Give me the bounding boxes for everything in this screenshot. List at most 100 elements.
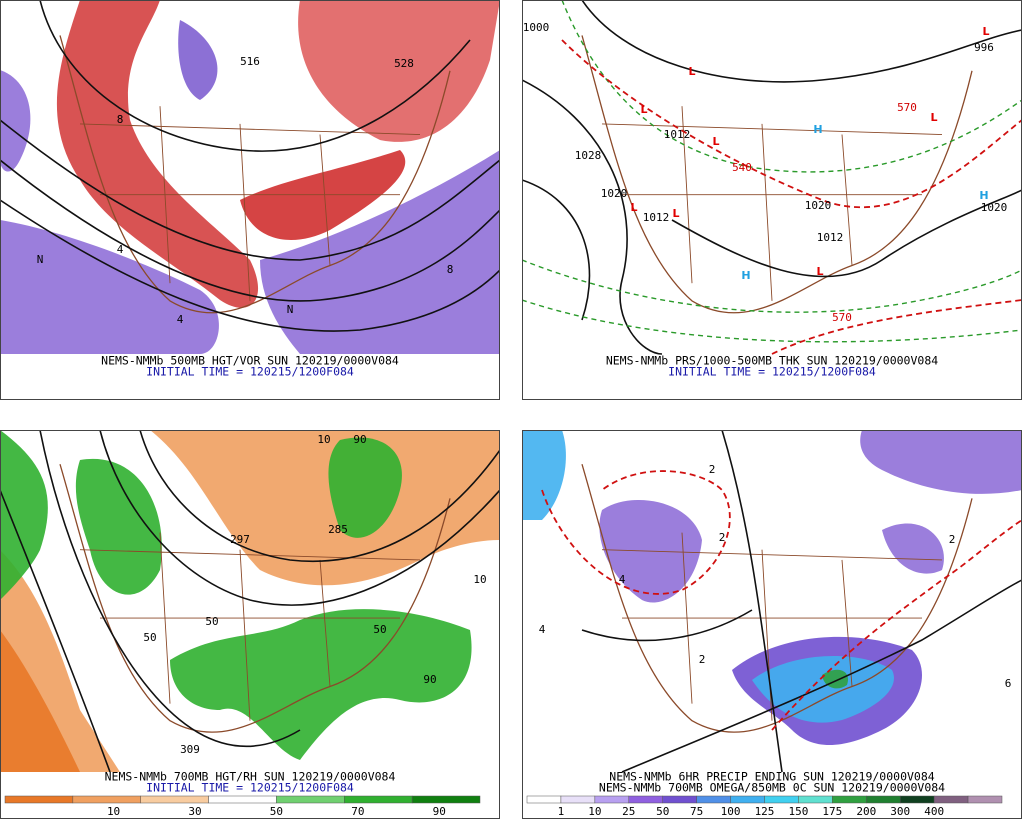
colorbar-swatch — [798, 795, 833, 804]
map-label: 1020 — [601, 187, 628, 200]
colorbar-swatch — [967, 795, 1003, 804]
colorbar-label: 200 — [856, 805, 876, 818]
shaded-field — [1, 631, 80, 772]
coastline — [59, 464, 451, 733]
map-label: 570 — [832, 311, 852, 324]
map-label: 516 — [240, 55, 260, 68]
contour — [139, 431, 499, 562]
contour — [721, 431, 783, 773]
colorbar-swatch — [4, 795, 74, 804]
shaded-field — [151, 431, 499, 586]
colorbar-swatch — [832, 795, 867, 804]
freezing-line — [771, 299, 1021, 355]
map-label: 6 — [1005, 677, 1012, 690]
contour — [1, 199, 499, 332]
colorbar-swatch — [526, 795, 562, 804]
shaded-field — [523, 431, 566, 520]
colorbar-swatch — [696, 795, 731, 804]
map-label: 10 — [317, 433, 330, 446]
colorbar-label: 150 — [788, 805, 808, 818]
caption: NEMS-NMMb 500MB HGT/VOR SUN 120219/0000V… — [101, 354, 399, 368]
colorbar-swatch — [72, 795, 141, 804]
freezing-line — [771, 519, 1021, 731]
map-label: 2 — [699, 653, 706, 666]
border-line — [79, 532, 421, 721]
map-label: N — [37, 253, 44, 266]
map-label: L — [672, 207, 679, 220]
contour — [523, 79, 663, 355]
shaded-field — [882, 523, 944, 574]
contour — [1, 119, 499, 261]
caption: NEMS-NMMb 700MB HGT/RH SUN 120219/0000V0… — [105, 770, 396, 784]
contour — [621, 579, 1021, 773]
map-area: 516 528 8 4 N N 8 4 — [1, 1, 499, 355]
colorbar-swatch — [594, 795, 630, 804]
map-label: 2 — [709, 463, 716, 476]
freezing-line — [541, 470, 731, 595]
map-label: 297 — [230, 533, 250, 546]
map-label: L — [712, 135, 719, 148]
colorbar-swatch — [276, 795, 345, 804]
colorbar-swatch — [730, 795, 765, 804]
colorbar-label: 25 — [622, 805, 635, 818]
map-label: 8 — [117, 113, 124, 126]
contour — [1, 490, 111, 773]
thickness-contour — [523, 259, 1021, 313]
caption: INITIAL TIME = 120215/1200F084 — [146, 365, 354, 379]
colorbar-swatch — [140, 795, 209, 804]
map-label: L — [816, 265, 823, 278]
border-line — [601, 532, 943, 721]
contour — [39, 1, 471, 152]
map-label: 996 — [974, 41, 994, 54]
map-label: 1000 — [523, 21, 550, 34]
colorbar-label: 90 — [433, 805, 446, 818]
colorbar-label: 1 — [558, 805, 565, 818]
map-label: 309 — [180, 743, 200, 756]
map-area: 90 10 50 297 285 309 50 90 10 50 — [1, 431, 499, 773]
map-label: L — [688, 65, 695, 78]
thickness-contour — [523, 299, 1021, 343]
map-label: H — [741, 269, 750, 282]
map-label: 528 — [394, 57, 414, 70]
colorbar-label: 10 — [107, 805, 120, 818]
map-panel: 90 10 50 297 285 309 50 90 10 50 NEMS-NMMb 700MB H… — [0, 430, 500, 819]
map-area: 2 2 4 2 4 2 6 — [523, 431, 1021, 773]
colorbar-swatch — [560, 795, 596, 804]
shaded-field — [328, 437, 402, 538]
shaded-field — [860, 431, 1021, 494]
colorbar-swatch — [933, 795, 969, 804]
colorbar-swatch — [866, 795, 901, 804]
contour — [671, 189, 1021, 278]
map-label: L — [982, 25, 989, 38]
map-label: 8 — [447, 263, 454, 276]
map-label: L — [640, 103, 647, 116]
shaded-field — [298, 1, 499, 142]
colorbar-swatch — [411, 795, 481, 804]
colorbar-label: 50 — [656, 805, 669, 818]
shaded-field — [1, 70, 31, 172]
map-label: H — [813, 123, 822, 136]
colorbar-label: 175 — [822, 805, 842, 818]
map-label: 2 — [719, 531, 726, 544]
contour — [99, 431, 499, 606]
map-label: L — [630, 201, 637, 214]
colorbar-label: 100 — [721, 805, 741, 818]
coastline — [59, 35, 451, 314]
map-label: 10 — [473, 573, 486, 586]
map-label: 90 — [353, 433, 366, 446]
map-panel: 516 528 8 4 N N 8 4 NEMS-NMMb 500MB HGT/VOR SUN … — [0, 0, 500, 400]
contour — [39, 431, 301, 748]
colorbar-label: 300 — [890, 805, 910, 818]
map-label: 1012 — [664, 128, 691, 141]
map-label: L — [930, 111, 937, 124]
map-label: H — [979, 189, 988, 202]
map-label: 540 — [732, 161, 752, 174]
colorbar-label: 10 — [588, 805, 601, 818]
colorbar-swatch — [344, 795, 413, 804]
caption: INITIAL TIME = 120215/1200F084 — [146, 781, 354, 795]
contour — [523, 179, 591, 321]
colorbar-swatch — [662, 795, 697, 804]
